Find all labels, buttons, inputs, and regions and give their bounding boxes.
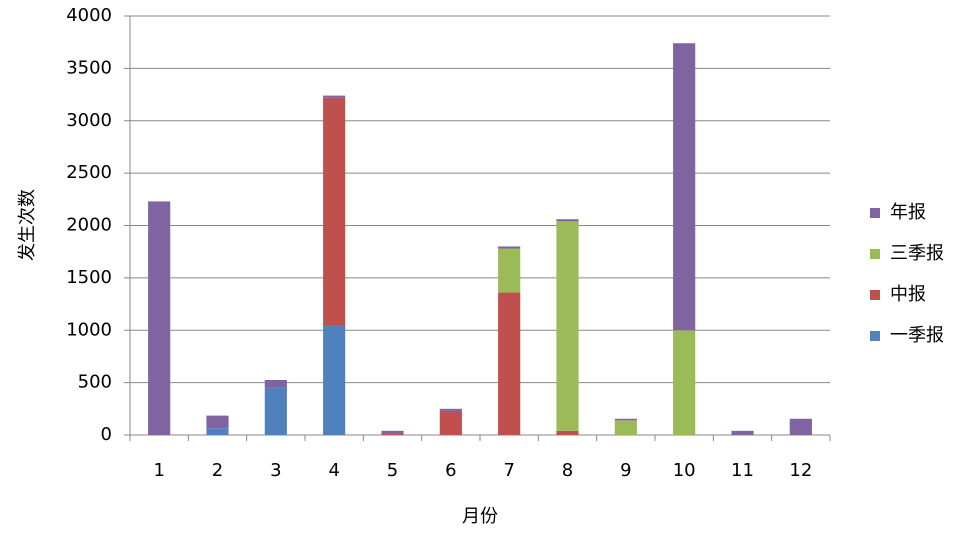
- y-axis-label: 发生次数: [17, 189, 38, 261]
- bar-segment: [614, 418, 637, 421]
- bar-segment: [673, 43, 696, 331]
- x-tick-label: 11: [731, 460, 754, 481]
- bar-segment: [498, 292, 521, 435]
- x-tick-label: 1: [153, 460, 164, 481]
- bar-segment: [206, 428, 229, 435]
- x-tick-label: 5: [387, 460, 398, 481]
- bar-segment: [556, 219, 579, 222]
- y-tick-label: 2500: [66, 162, 112, 183]
- x-tick-label: 4: [328, 460, 339, 481]
- x-tick-label: 3: [270, 460, 281, 481]
- y-tick-label: 3000: [66, 110, 112, 131]
- x-tick-label: 12: [789, 460, 812, 481]
- legend-swatch: [870, 249, 880, 259]
- legend-swatch: [870, 208, 880, 218]
- bar-segment: [731, 430, 754, 435]
- bar-segment: [206, 415, 229, 429]
- y-tick-label: 4000: [66, 5, 112, 26]
- bar-segment: [789, 418, 812, 435]
- bar-segment: [264, 387, 287, 435]
- bar-segment: [148, 201, 171, 435]
- bar-segment: [381, 433, 404, 435]
- x-tick-label: 7: [503, 460, 514, 481]
- x-axis-label: 月份: [462, 506, 498, 527]
- legend-label: 中报: [890, 284, 926, 305]
- y-tick-label: 1000: [66, 319, 112, 340]
- legend-label: 一季报: [890, 325, 944, 346]
- bar-segment: [323, 97, 346, 326]
- bar-segment: [439, 408, 462, 411]
- y-tick-label: 2000: [66, 215, 112, 236]
- x-tick-label: 2: [212, 460, 223, 481]
- legend-label: 年报: [890, 202, 926, 223]
- legend-swatch: [870, 331, 880, 341]
- bar-segment: [498, 248, 521, 293]
- bar-segment: [381, 430, 404, 434]
- legend-label: 三季报: [890, 243, 944, 264]
- bar-segment: [264, 380, 287, 388]
- bar-segment: [673, 330, 696, 435]
- bar-segment: [498, 246, 521, 249]
- y-tick-label: 0: [101, 424, 112, 445]
- bar-segment: [614, 420, 637, 435]
- bar-segment: [323, 325, 346, 435]
- bar-segment: [323, 95, 346, 98]
- bar-segment: [556, 430, 579, 435]
- legend-swatch: [870, 290, 880, 300]
- bar-segment: [439, 410, 462, 435]
- x-tick-label: 9: [620, 460, 631, 481]
- x-tick-label: 6: [445, 460, 456, 481]
- bar-segment: [556, 221, 579, 431]
- y-tick-label: 1500: [66, 267, 112, 288]
- x-tick-label: 8: [562, 460, 573, 481]
- x-tick-label: 10: [673, 460, 696, 481]
- y-tick-label: 3500: [66, 57, 112, 78]
- y-tick-label: 500: [78, 372, 112, 393]
